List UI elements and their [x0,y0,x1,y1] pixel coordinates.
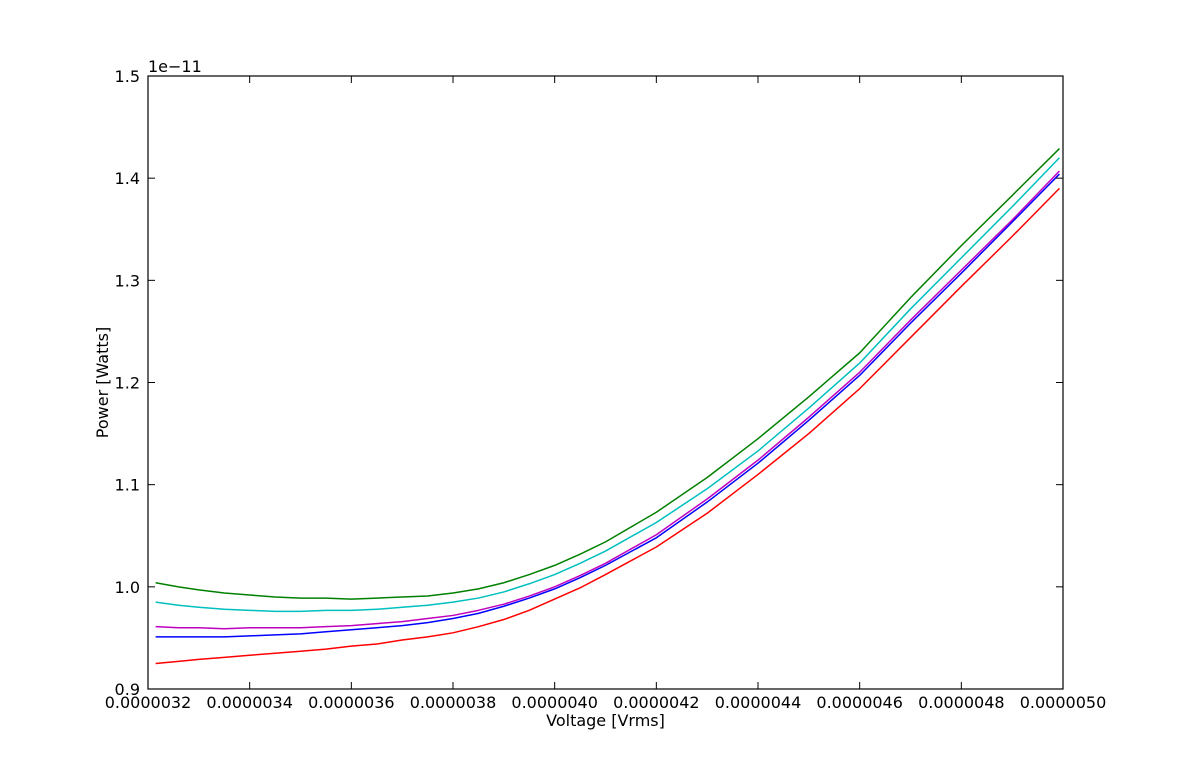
x-tick-label: 0.0000032 [105,693,192,712]
y-tick-label: 0.9 [115,680,140,699]
x-tick-label: 0.0000034 [206,693,293,712]
x-axis-label: Voltage [Vrms] [546,711,665,730]
series-layer [155,148,1060,665]
y-axis-label: Power [Watts] [93,327,112,438]
series-line-2 [155,157,1060,613]
x-tick-label: 0.0000044 [715,693,802,712]
series-line-4 [155,173,1060,638]
y-tick-label: 1.1 [115,476,140,495]
series-line-5 [155,187,1060,665]
x-tick-label: 0.0000046 [816,693,903,712]
x-tick-label: 0.0000042 [613,693,700,712]
y-offset-label: 1e−11 [148,57,202,76]
x-tick-label: 0.0000050 [1020,693,1107,712]
x-tick-label: 0.0000036 [308,693,395,712]
y-tick-label: 1.4 [115,169,140,188]
series-line-1 [155,148,1060,600]
tick-layer: 0.0000032 0.0000034 0.0000036 0.0000038 0.00… [105,67,1107,712]
series-line-3 [155,170,1060,630]
x-tick-label: 0.0000048 [918,693,1005,712]
y-tick-label: 1.3 [115,271,140,290]
y-tick-label: 1.2 [115,374,140,393]
x-tick-label: 0.0000038 [410,693,497,712]
y-tick-label: 1.0 [115,578,140,597]
x-tick-label: 0.0000040 [511,693,598,712]
y-tick-label: 1.5 [115,67,140,86]
